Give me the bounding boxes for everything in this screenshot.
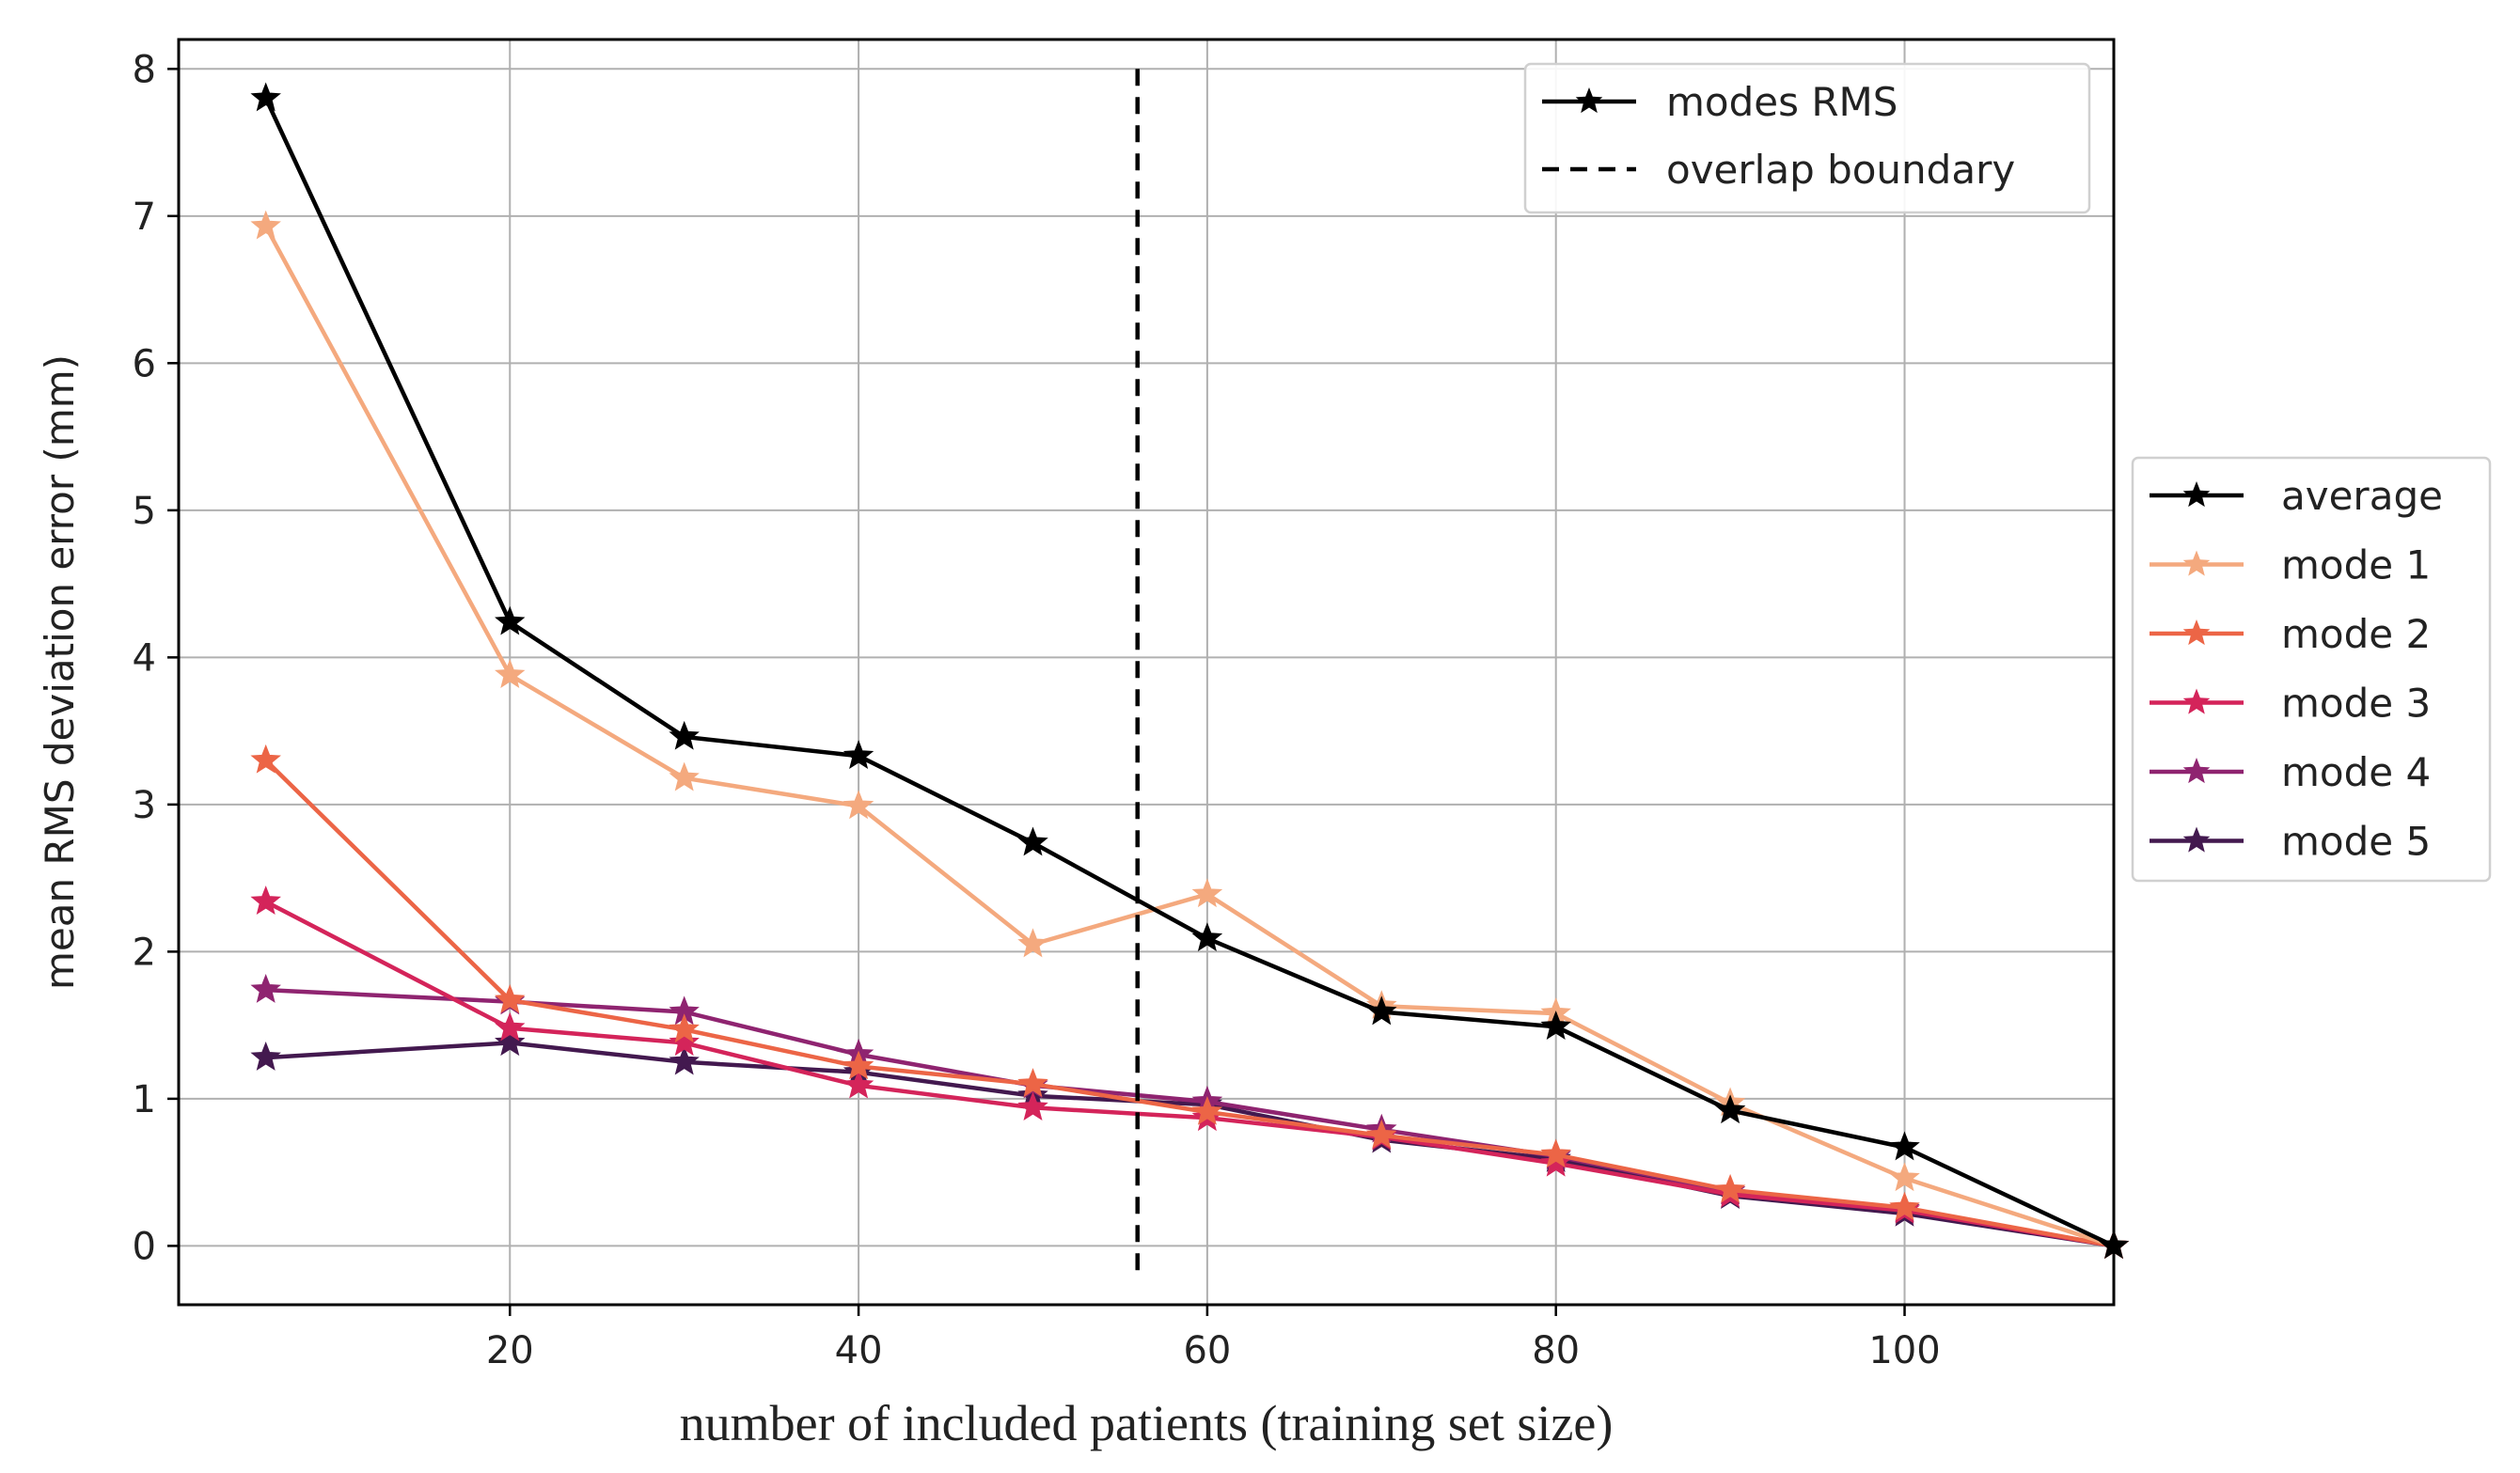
data-point-star <box>1017 1068 1048 1098</box>
x-axis-label: number of included patients (training se… <box>680 1395 1614 1451</box>
data-point-star <box>1366 995 1397 1026</box>
data-point-star <box>1889 1162 1920 1192</box>
series-line-mode-5 <box>265 1041 2115 1248</box>
data-point-star <box>843 1069 874 1099</box>
data-point-star <box>669 1013 700 1043</box>
series-mode-5 <box>250 1026 2130 1260</box>
legend-label: mode 1 <box>2281 542 2431 588</box>
data-point-star <box>1714 1173 1746 1203</box>
legend-star-icon <box>2182 550 2211 576</box>
data-point-star <box>1540 1138 1571 1168</box>
data-point-star <box>250 210 281 240</box>
legend-label: mode 3 <box>2281 681 2431 727</box>
legend-label: mode 5 <box>2281 819 2431 865</box>
legend-entry: overlap boundary <box>1542 147 2015 193</box>
data-point-star <box>1017 928 1048 958</box>
y-tick-label: 1 <box>133 1078 156 1121</box>
data-point-star <box>843 790 874 820</box>
series-line-mode-3 <box>264 900 2115 1248</box>
data-point-star <box>495 659 526 688</box>
data-point-star <box>669 1045 700 1075</box>
axis-ticks: 20 40 60 80 100 0 1 2 3 4 5 6 7 8 <box>133 48 1941 1372</box>
x-tick-label: 20 <box>486 1329 534 1372</box>
y-tick-label: 5 <box>133 490 156 533</box>
legend-star-icon <box>2182 619 2211 646</box>
series-mode-2 <box>250 744 2130 1260</box>
data-point-star <box>1540 1147 1571 1177</box>
legend-modes-rms: modes RMS overlap boundary <box>1523 62 2091 214</box>
y-tick-label: 3 <box>133 784 156 827</box>
data-point-star <box>250 82 281 112</box>
legend-series: average mode 1 mode 2 mode 3 mode 4 mode 5 <box>2131 456 2492 883</box>
y-tick-label: 6 <box>133 342 156 385</box>
data-point-star <box>250 974 281 1003</box>
data-point-star <box>1191 878 1223 908</box>
data-point-star <box>250 744 281 774</box>
data-point-star <box>669 1026 700 1057</box>
y-axis-label: mean RMS deviation error (mm) <box>37 354 83 990</box>
legend-label: modes RMS <box>1666 79 1898 125</box>
legend-star-icon <box>1575 87 1603 114</box>
y-tick-label: 4 <box>133 636 156 680</box>
legend-label: average <box>2281 473 2443 519</box>
legend-label: mode 2 <box>2281 611 2431 657</box>
x-tick-label: 100 <box>1868 1329 1940 1372</box>
legend-entry: mode 1 <box>2150 542 2431 588</box>
legend-entry: average <box>2150 473 2443 519</box>
plot-frame <box>177 38 2116 1307</box>
data-point-star <box>495 605 526 635</box>
data-point-star <box>495 1011 526 1042</box>
legend-star-icon <box>2182 688 2211 714</box>
legend-entry: mode 3 <box>2150 681 2431 727</box>
data-point-star <box>669 720 700 750</box>
data-point-star <box>495 1026 526 1057</box>
x-tick-label: 80 <box>1532 1329 1580 1372</box>
data-point-star <box>1191 922 1223 952</box>
data-point-star <box>1017 1091 1048 1121</box>
y-tick-label: 8 <box>133 48 156 91</box>
x-tick-label: 60 <box>1183 1329 1231 1372</box>
y-tick-label: 7 <box>133 196 156 239</box>
legend-entry: mode 4 <box>2150 749 2431 795</box>
data-point-star <box>1366 1119 1397 1149</box>
legend-label: overlap boundary <box>1666 147 2015 193</box>
x-tick-label: 40 <box>835 1329 883 1372</box>
data-point-star <box>1889 1191 1920 1221</box>
data-point-star <box>1017 826 1048 856</box>
data-point-star <box>495 983 526 1013</box>
legend-box <box>2131 456 2492 883</box>
series-lines <box>250 82 2130 1260</box>
legend-entry: modes RMS <box>1542 79 1898 125</box>
legend-label: mode 4 <box>2281 749 2431 795</box>
y-tick-label: 2 <box>133 931 156 974</box>
y-tick-label: 0 <box>133 1225 156 1268</box>
data-point-star <box>250 885 281 915</box>
legend-entry: mode 2 <box>2150 611 2431 657</box>
legend-box <box>1523 62 2091 214</box>
series-line-mode-1 <box>263 225 2115 1248</box>
data-point-star <box>669 761 700 791</box>
legend-star-icon <box>2182 481 2211 508</box>
legend-entry: mode 5 <box>2150 819 2431 865</box>
series-line-average <box>263 97 2115 1248</box>
data-point-star <box>843 740 874 769</box>
legend-star-icon <box>2182 758 2211 784</box>
data-point-star <box>1540 1011 1571 1040</box>
data-point-star <box>1191 1095 1223 1125</box>
legend-star-icon <box>2182 826 2211 853</box>
series-average <box>250 82 2130 1260</box>
data-point-star <box>1889 1131 1920 1161</box>
data-point-star <box>250 1042 281 1071</box>
data-point-star <box>843 1050 874 1080</box>
data-point-star <box>1714 1094 1746 1124</box>
